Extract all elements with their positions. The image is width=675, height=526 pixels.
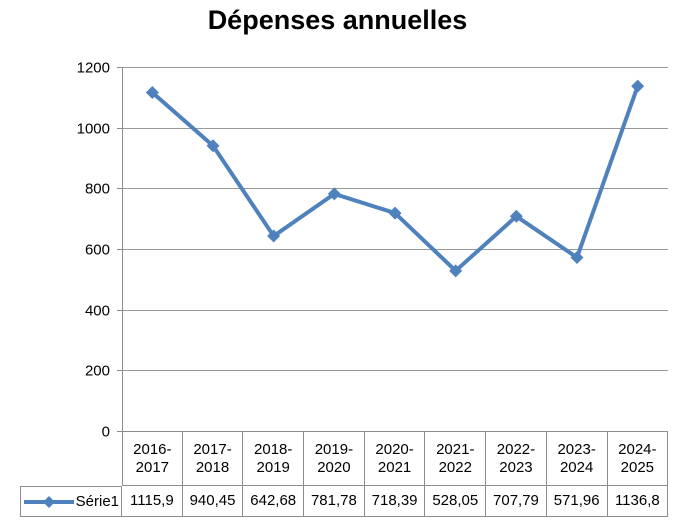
category-header-cell: 2017-2018 <box>182 431 244 486</box>
value-cell: 642,68 <box>243 486 305 517</box>
legend-series-label: Série1 <box>75 492 119 510</box>
value-cell: 718,39 <box>364 486 426 517</box>
value-cell: 571,96 <box>546 486 608 517</box>
category-header-cell: 2024-2025 <box>607 431 669 486</box>
category-header-cell: 2021-2022 <box>425 431 487 486</box>
data-point-marker <box>449 264 463 278</box>
category-header-cell: 2022-2023 <box>486 431 547 486</box>
y-tick-label: 600 <box>85 242 110 259</box>
category-header-cell: 2018-2019 <box>243 431 305 486</box>
data-point-marker <box>570 251 584 265</box>
legend-cell: Série1 <box>20 486 122 517</box>
data-point-marker <box>206 139 220 153</box>
data-point-marker <box>267 229 281 243</box>
table-corner-spacer <box>20 431 122 486</box>
y-tick-label: 800 <box>85 181 110 198</box>
category-header-cell: 2023-2024 <box>546 431 608 486</box>
category-header-cell: 2020-2021 <box>364 431 426 486</box>
data-point-marker <box>509 209 523 223</box>
data-point-marker <box>631 79 645 93</box>
data-point-marker <box>145 86 159 100</box>
y-tick-label: 200 <box>85 363 110 380</box>
y-tick-label: 1000 <box>77 121 110 138</box>
chart-title: Dépenses annuelles <box>207 5 468 35</box>
y-tick-label: 400 <box>85 303 110 320</box>
y-tick-label: 0 <box>102 424 110 441</box>
value-cell: 940,45 <box>182 486 244 517</box>
value-cell: 781,78 <box>304 486 365 517</box>
series-line <box>151 85 640 273</box>
data-point-marker <box>388 206 402 220</box>
data-table: 2016-2017 2017-2018 2018-2019 2019-2020 2020… <box>20 431 669 517</box>
legend-key-icon <box>23 495 74 508</box>
value-cell: 707,79 <box>486 486 547 517</box>
value-cell: 1115,9 <box>122 486 183 517</box>
category-header-cell: 2016-2017 <box>122 431 183 486</box>
value-cell: 1136,8 <box>607 486 669 517</box>
y-tick-label: 1200 <box>77 60 110 77</box>
data-point-marker <box>327 187 341 201</box>
category-header-cell: 2019-2020 <box>304 431 365 486</box>
value-cell: 528,05 <box>425 486 487 517</box>
